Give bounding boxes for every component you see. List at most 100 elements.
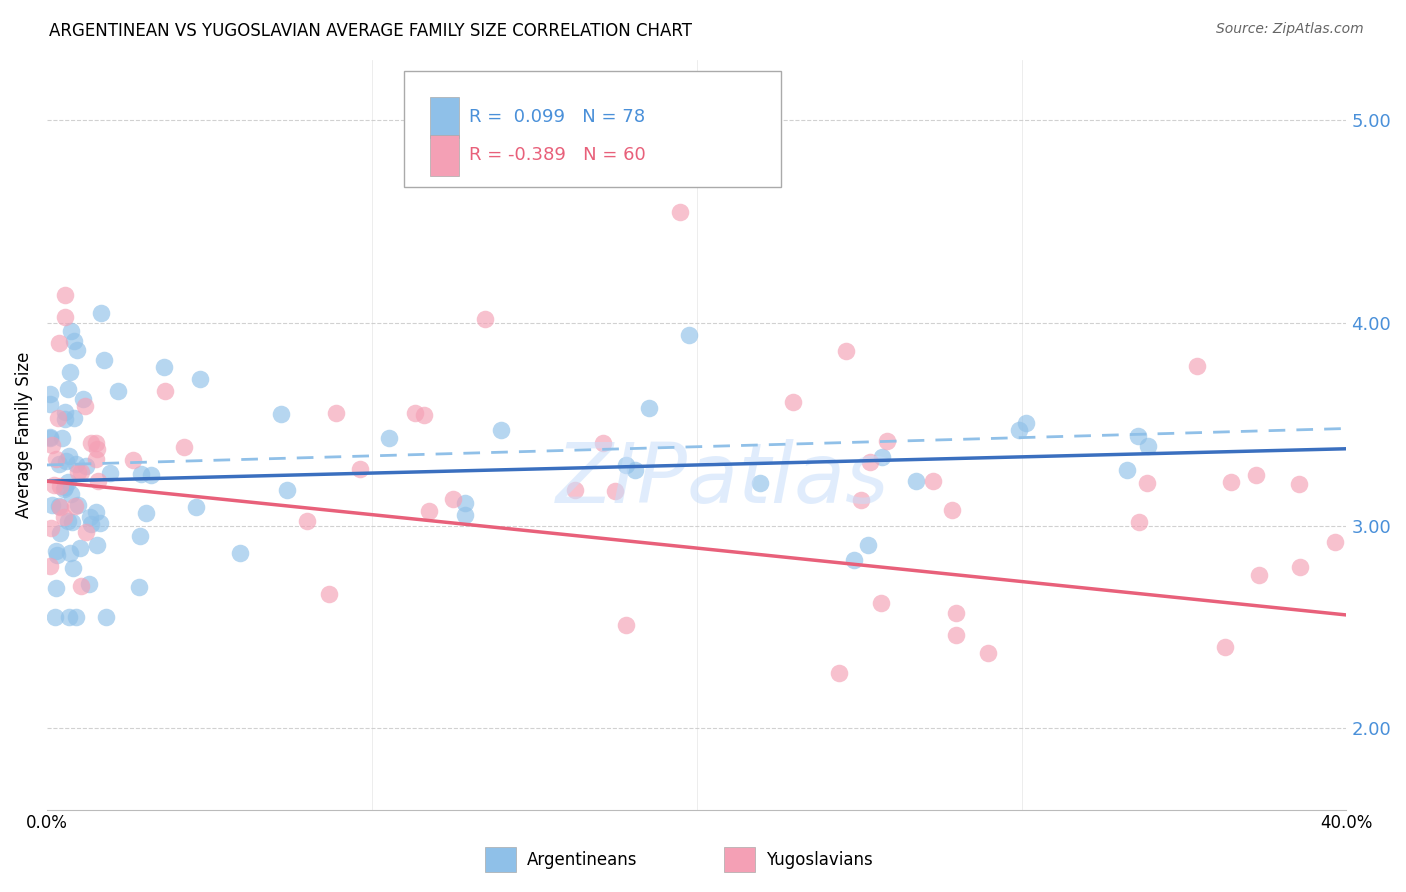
- Point: [564, 483, 586, 497]
- Point: [41, 438, 63, 452]
- Point: [75, 524, 97, 539]
- Point: [325, 406, 347, 420]
- Point: [592, 436, 614, 450]
- Point: [58, 449, 80, 463]
- Point: [86, 442, 108, 456]
- Point: [66, 465, 89, 479]
- Point: [53, 288, 76, 302]
- Point: [318, 587, 340, 601]
- Point: [65, 457, 87, 471]
- Point: [53, 412, 76, 426]
- Point: [69, 541, 91, 556]
- Point: [1126, 429, 1149, 443]
- Text: ARGENTINEAN VS YUGOSLAVIAN AVERAGE FAMILY SIZE CORRELATION CHART: ARGENTINEAN VS YUGOSLAVIAN AVERAGE FAMIL…: [49, 22, 692, 40]
- Point: [1015, 416, 1038, 430]
- Point: [624, 463, 647, 477]
- Point: [135, 506, 157, 520]
- Point: [441, 491, 464, 506]
- Point: [86, 538, 108, 552]
- Point: [129, 467, 152, 481]
- Point: [39, 430, 62, 444]
- Point: [62, 561, 84, 575]
- Point: [56, 475, 79, 490]
- Point: [404, 406, 426, 420]
- Point: [616, 618, 638, 632]
- Text: Source: ZipAtlas.com: Source: ZipAtlas.com: [1216, 22, 1364, 37]
- Point: [1128, 516, 1150, 530]
- Point: [129, 529, 152, 543]
- Point: [869, 596, 891, 610]
- Point: [876, 434, 898, 448]
- Point: [276, 483, 298, 498]
- Point: [70, 579, 93, 593]
- Point: [49, 525, 72, 540]
- Point: [614, 458, 637, 472]
- Point: [188, 372, 211, 386]
- Point: [749, 476, 772, 491]
- Point: [59, 324, 82, 338]
- Point: [1323, 534, 1346, 549]
- Point: [141, 467, 163, 482]
- Point: [72, 392, 94, 407]
- Point: [59, 365, 82, 379]
- Point: [90, 306, 112, 320]
- Text: ZIPatlas: ZIPatlas: [555, 439, 890, 520]
- Point: [413, 409, 436, 423]
- Point: [669, 204, 692, 219]
- Point: [39, 387, 62, 401]
- Point: [941, 503, 963, 517]
- Point: [977, 646, 1000, 660]
- Point: [270, 407, 292, 421]
- Point: [63, 411, 86, 425]
- Point: [1115, 463, 1137, 477]
- Point: [922, 474, 945, 488]
- Point: [859, 455, 882, 469]
- Point: [89, 516, 111, 530]
- Point: [870, 450, 893, 464]
- Point: [77, 577, 100, 591]
- Point: [605, 483, 627, 498]
- Point: [86, 504, 108, 518]
- Point: [58, 382, 80, 396]
- Point: [1244, 468, 1267, 483]
- Point: [39, 520, 62, 534]
- Text: R =  0.099   N = 78: R = 0.099 N = 78: [470, 108, 645, 127]
- Point: [55, 310, 77, 325]
- Y-axis label: Average Family Size: Average Family Size: [15, 351, 32, 517]
- Point: [155, 384, 177, 398]
- Point: [945, 628, 967, 642]
- Point: [827, 666, 849, 681]
- Point: [46, 411, 69, 425]
- Point: [80, 436, 103, 450]
- Point: [1008, 423, 1031, 437]
- Point: [44, 478, 66, 492]
- Point: [79, 510, 101, 524]
- Point: [1249, 567, 1271, 582]
- Point: [65, 610, 87, 624]
- Point: [75, 399, 97, 413]
- Point: [904, 475, 927, 489]
- Point: [297, 514, 319, 528]
- Point: [60, 487, 83, 501]
- Point: [454, 496, 477, 510]
- Point: [39, 431, 62, 445]
- Point: [678, 328, 700, 343]
- FancyBboxPatch shape: [724, 847, 755, 872]
- Point: [1288, 477, 1310, 491]
- Point: [378, 431, 401, 445]
- Point: [1136, 440, 1159, 454]
- Point: [1220, 475, 1243, 489]
- Point: [184, 500, 207, 514]
- Point: [48, 479, 70, 493]
- Point: [844, 553, 866, 567]
- Point: [851, 492, 873, 507]
- Point: [1136, 475, 1159, 490]
- Point: [173, 440, 195, 454]
- Point: [53, 405, 76, 419]
- Point: [53, 480, 76, 494]
- Point: [58, 610, 80, 624]
- Point: [59, 546, 82, 560]
- Text: R = -0.389   N = 60: R = -0.389 N = 60: [470, 146, 645, 164]
- Point: [63, 334, 86, 348]
- Point: [418, 504, 440, 518]
